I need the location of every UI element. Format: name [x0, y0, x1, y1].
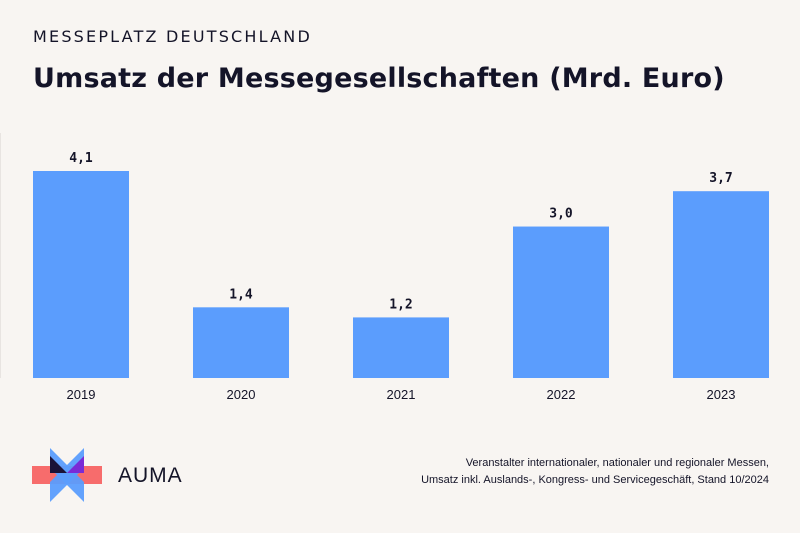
- value-label-2019: 4,1: [69, 151, 93, 166]
- logo-wordmark: AUMA: [118, 464, 183, 487]
- value-label-2023: 3,7: [709, 171, 732, 186]
- x-tick-label-2019: 2019: [67, 387, 96, 402]
- chart-title: Umsatz der Messegesellschaften (Mrd. Eur…: [33, 63, 725, 94]
- bar-2022: [513, 226, 609, 378]
- bar-2021: [353, 317, 449, 378]
- x-tick-label-2022: 2022: [547, 387, 576, 402]
- x-tick-label-2020: 2020: [227, 387, 256, 402]
- value-label-2022: 3,0: [549, 207, 573, 222]
- bar-2019: [33, 171, 129, 378]
- bar-chart: 4,1 2019 1,4 2020 1,2 2021 3,0 2022 3,7 2023: [0, 133, 769, 402]
- value-label-2020: 1,4: [229, 287, 253, 302]
- bar-2020: [193, 307, 289, 378]
- bar-2023: [673, 191, 769, 378]
- auma-logo-icon: [32, 448, 102, 502]
- x-tick-label-2023: 2023: [707, 387, 736, 402]
- source-line-1: Veranstalter internationaler, nationaler…: [465, 457, 769, 469]
- source-note: Veranstalter internationaler, nationaler…: [349, 455, 769, 489]
- value-label-2021: 1,2: [389, 297, 412, 312]
- x-tick-label-2021: 2021: [387, 387, 416, 402]
- kicker-label: MESSEPLATZ DEUTSCHLAND: [33, 27, 312, 46]
- source-line-2: Umsatz inkl. Auslands-, Kongress- und Se…: [421, 474, 769, 486]
